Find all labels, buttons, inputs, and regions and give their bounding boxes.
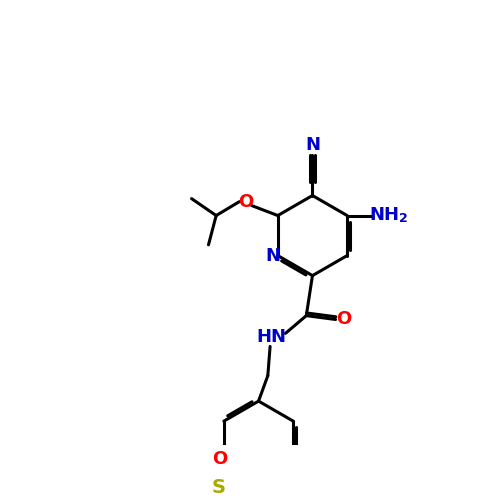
Text: N: N [305,136,320,154]
Text: O: O [238,192,253,210]
Text: NH: NH [369,206,399,224]
Text: N: N [266,246,280,264]
Text: O: O [336,310,351,328]
Text: S: S [212,478,226,497]
Text: O: O [212,450,228,468]
Text: HN: HN [256,328,286,346]
Text: 2: 2 [400,212,408,225]
